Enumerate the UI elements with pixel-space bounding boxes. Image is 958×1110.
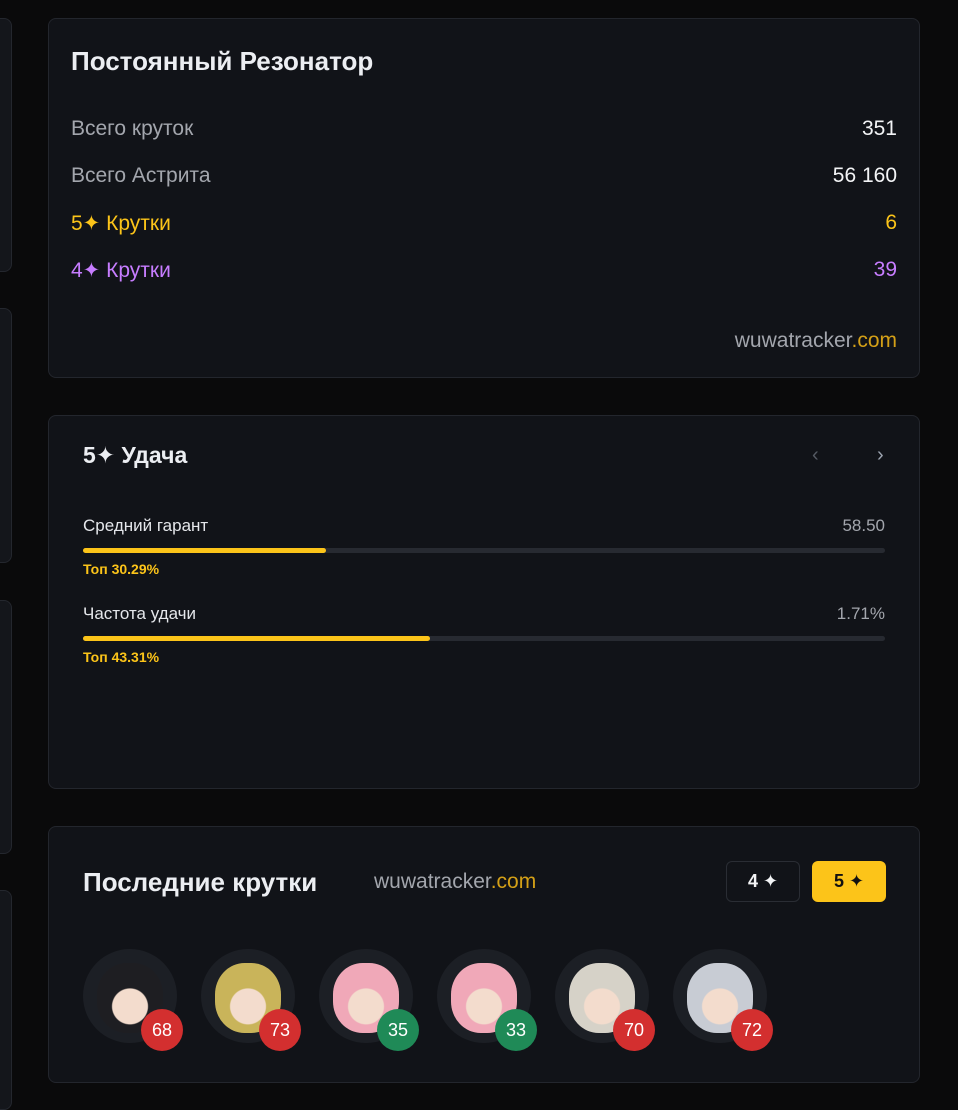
progress-fill bbox=[83, 636, 431, 641]
pity-badge: 70 bbox=[613, 1009, 655, 1051]
stat-row: Всего круток 351 bbox=[71, 117, 897, 141]
stat-row: 4✦ Крутки 39 bbox=[71, 258, 897, 283]
progress-track bbox=[83, 636, 885, 641]
card-title: Последние крутки bbox=[83, 867, 318, 897]
stat-label: 5✦ Крутки bbox=[71, 212, 171, 235]
character-avatar[interactable] bbox=[83, 949, 177, 1043]
pity-badge: 35 bbox=[377, 1009, 419, 1051]
stat-label: Средний гарант bbox=[83, 516, 209, 535]
brand-main: wuwatracker bbox=[734, 329, 852, 352]
side-card-edge bbox=[0, 890, 12, 1110]
luck-stat: Частота удачи 1.71% Топ 43.31% bbox=[83, 604, 885, 665]
card-title: 5✦ Удача bbox=[83, 442, 188, 468]
side-card-edge bbox=[0, 600, 12, 854]
next-button[interactable]: › bbox=[877, 444, 884, 466]
prev-button[interactable]: ‹ bbox=[812, 444, 819, 466]
filter-5star-button[interactable]: 5 ✦ bbox=[812, 861, 886, 902]
brand-tld: .com bbox=[490, 870, 537, 893]
pity-badge: 72 bbox=[731, 1009, 773, 1051]
brand-tld: .com bbox=[851, 329, 897, 352]
rank-text: Топ 30.29% bbox=[83, 561, 160, 577]
progress-fill bbox=[83, 548, 326, 553]
pity-badge: 73 bbox=[259, 1009, 301, 1051]
rank-text: Топ 43.31% bbox=[83, 649, 160, 665]
pity-badge: 68 bbox=[141, 1009, 183, 1051]
stat-label: Всего круток bbox=[71, 117, 194, 140]
recent-pulls-card: Последние крутки wuwatracker.com 4 ✦ 5 ✦… bbox=[48, 826, 920, 1083]
stat-value: 1.71% bbox=[836, 604, 885, 623]
side-card-edge bbox=[0, 18, 12, 272]
pity-badge: 33 bbox=[495, 1009, 537, 1051]
progress-track bbox=[83, 548, 885, 553]
side-card-edge bbox=[0, 308, 12, 563]
stat-label: Всего Астрита bbox=[71, 164, 211, 187]
stat-value: 6 bbox=[885, 211, 897, 234]
luck-card: 5✦ Удача ‹ › Средний гарант 58.50 Топ 30.… bbox=[48, 415, 920, 789]
brand-watermark: wuwatracker.com bbox=[374, 870, 536, 894]
brand-watermark: wuwatracker.com bbox=[735, 329, 897, 353]
stat-value: 39 bbox=[873, 258, 897, 281]
summary-card: Постоянный Резонатор Всего круток 351 Все… bbox=[48, 18, 920, 378]
luck-stat: Средний гарант 58.50 Топ 30.29% bbox=[83, 516, 885, 577]
character-avatar[interactable] bbox=[437, 949, 531, 1043]
stat-row: Всего Астрита 56 160 bbox=[71, 164, 897, 188]
stat-row: 5✦ Крутки 6 bbox=[71, 211, 897, 236]
stat-label: 4✦ Крутки bbox=[71, 259, 171, 282]
stat-value: 351 bbox=[861, 117, 897, 140]
stat-label: Частота удачи bbox=[83, 604, 197, 623]
brand-main: wuwatracker bbox=[374, 870, 491, 893]
card-title: Постоянный Резонатор bbox=[71, 46, 374, 76]
filter-4star-button[interactable]: 4 ✦ bbox=[726, 861, 800, 902]
stat-value: 58.50 bbox=[842, 516, 885, 535]
stat-value: 56 160 bbox=[832, 164, 897, 187]
